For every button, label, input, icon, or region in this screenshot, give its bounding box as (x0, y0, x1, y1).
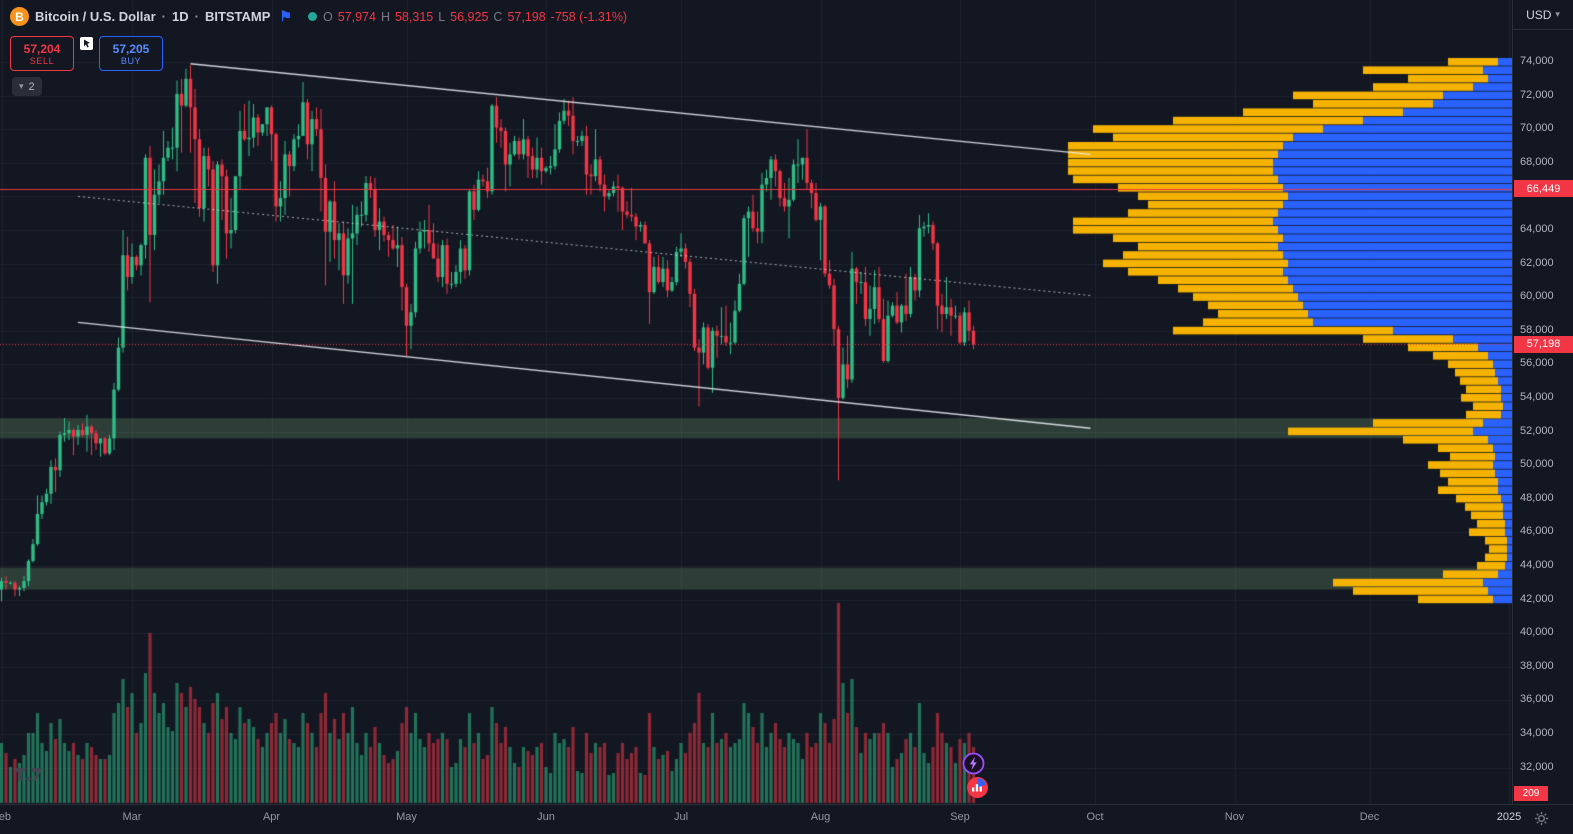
price-tick-label: 72,000 (1520, 88, 1554, 101)
price-tick-label: 56,000 (1520, 357, 1554, 370)
flag-icon[interactable]: ⚑ (279, 8, 292, 24)
interval-label[interactable]: 1D (171, 9, 189, 24)
last-price-badge: 57,198 (1514, 335, 1573, 353)
symbol-header: B Bitcoin / U.S. Dollar · 1D · BITSTAMP … (10, 7, 627, 26)
price-axis[interactable]: 74,000 72,000 70,000 68,000 64,000 62,000 60,0… (1512, 29, 1573, 804)
volume-value-badge: 209 (1514, 786, 1548, 801)
time-tick-label: Oct (1086, 811, 1104, 823)
currency-selector[interactable]: USD ▾ (1512, 0, 1573, 30)
object-count: 2 (28, 80, 35, 93)
price-tick-label: 74,000 (1520, 55, 1554, 67)
chevron-down-icon: ▾ (19, 81, 24, 91)
open-label: O (322, 9, 333, 24)
price-tick-label: 64,000 (1520, 223, 1554, 235)
price-tick-label: 70,000 (1520, 122, 1554, 135)
price-tick-label: 34,000 (1520, 727, 1554, 739)
time-tick-label: Jul (673, 811, 689, 823)
time-axis[interactable]: Feb Mar Apr May Jun Jul Aug Sep Oct Nov Dec 2025 (0, 804, 1573, 834)
object-tree-chip[interactable]: ▾ 2 (12, 77, 42, 96)
time-tick-label: Nov (1224, 811, 1245, 823)
gear-icon[interactable] (1534, 811, 1549, 826)
price-tick-label: 36,000 (1520, 693, 1554, 706)
price-tick-label: 42,000 (1520, 592, 1554, 605)
high-label: H (380, 9, 390, 24)
price-tick-label: 32,000 (1520, 760, 1554, 773)
currency-label: USD (1526, 7, 1552, 22)
time-tick-label: 2025 (1496, 811, 1522, 823)
time-tick-label: May (396, 811, 417, 823)
low-value: 56,925 (450, 9, 489, 24)
time-tick-label: Sep (950, 811, 970, 823)
low-label: L (438, 9, 446, 24)
price-tick-label: 52,000 (1520, 424, 1554, 437)
trade-panel: 57,204 SELL 57,205 BUY (10, 36, 163, 71)
time-tick-label: Feb (0, 811, 11, 823)
separator: · (161, 9, 166, 24)
level-price-badge: 66,449 (1514, 180, 1573, 198)
price-tick-label: 40,000 (1520, 626, 1554, 639)
price-tick-label: 58,000 (1520, 323, 1554, 336)
sell-button[interactable]: 57,204 SELL (10, 36, 74, 71)
market-snapshot-icon[interactable] (966, 776, 989, 799)
price-tick-label: 44,000 (1520, 559, 1554, 571)
chevron-down-icon: ▾ (1555, 9, 1560, 19)
price-tick-label: 54,000 (1520, 391, 1554, 403)
sell-label: SELL (29, 55, 55, 66)
price-tick-label: 68,000 (1520, 155, 1554, 168)
market-status-icon (307, 12, 317, 21)
price-tick-label: 62,000 (1520, 256, 1554, 269)
exchange-label[interactable]: BITSTAMP (204, 9, 271, 24)
sell-price: 57,204 (23, 41, 61, 56)
price-tick-label: 38,000 (1520, 659, 1554, 672)
close-value: 57,198 (507, 9, 546, 24)
open-value: 57,974 (337, 9, 376, 24)
ohlc-values: O 57,974 H 58,315 L 56,925 C 57,198 -758… (323, 10, 627, 24)
symbol-title[interactable]: Bitcoin / U.S. Dollar (35, 9, 156, 24)
time-tick-label: Dec (1359, 811, 1380, 823)
tradingview-logo[interactable] (14, 766, 44, 783)
separator: · (194, 9, 199, 24)
time-tick-label: Apr (262, 811, 281, 823)
lightning-icon[interactable] (962, 752, 985, 775)
time-tick-label: Mar (122, 811, 142, 823)
buy-button[interactable]: 57,205 BUY (99, 36, 163, 71)
pointer-icon (80, 37, 93, 55)
high-value: 58,315 (394, 9, 434, 24)
buy-price: 57,205 (112, 41, 150, 56)
time-tick-label: Jun (537, 811, 555, 823)
price-tick-label: 46,000 (1520, 525, 1554, 538)
price-tick-label: 50,000 (1520, 458, 1554, 471)
close-label: C (493, 9, 503, 24)
bitcoin-logo-icon: B (10, 7, 29, 26)
buy-label: BUY (120, 55, 142, 66)
price-tick-label: 48,000 (1520, 491, 1554, 504)
price-tick-label: 60,000 (1520, 290, 1554, 303)
change-value: -758 (-1.31%) (550, 9, 628, 24)
time-tick-label: Aug (810, 811, 831, 823)
